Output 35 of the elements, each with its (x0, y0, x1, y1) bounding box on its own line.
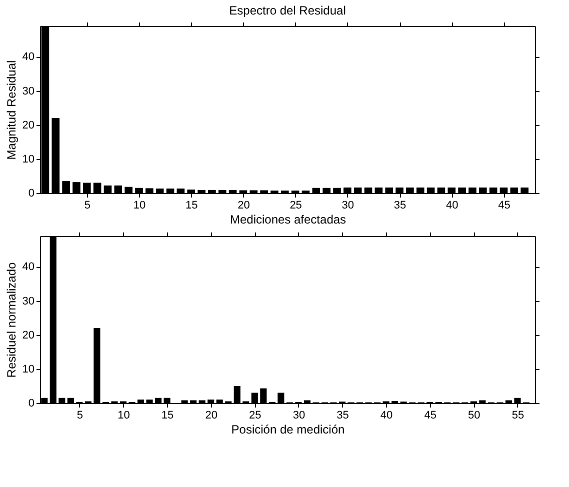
x-tick-label: 35 (394, 200, 406, 212)
x-tick-label: 30 (342, 200, 354, 212)
y-tick-label: 30 (22, 85, 34, 98)
x-tick-label: 40 (380, 410, 393, 422)
y-axis-title: Magnitud Residual (4, 60, 18, 160)
x-axis-title: Mediciones afectadas (230, 212, 346, 226)
x-axis-title: Posición de medición (231, 422, 345, 436)
x-tick-label: 45 (498, 200, 510, 212)
x-tick-label: 5 (84, 200, 90, 212)
x-tick-label: 15 (161, 410, 174, 422)
x-tick-label: 15 (185, 200, 198, 212)
x-tick-label: 30 (292, 410, 306, 422)
x-tick-label: 20 (205, 410, 218, 422)
y-tick-label: 20 (22, 329, 34, 342)
y-tick-label: 40 (22, 51, 34, 64)
x-tick-label: 45 (424, 410, 436, 422)
y-tick-label: 0 (28, 188, 34, 200)
y-tick-label: 10 (22, 363, 34, 376)
x-tick-label: 10 (133, 200, 146, 212)
y-tick-label: 10 (22, 153, 34, 166)
x-tick-label: 25 (290, 200, 302, 212)
x-tick-label: 40 (446, 200, 458, 212)
x-tick-label: 10 (118, 410, 130, 422)
chart-title: Espectro del Residual (229, 4, 346, 18)
y-tick-label: 30 (22, 295, 34, 308)
y-axis-title: Residuel normalizado (4, 262, 18, 378)
y-tick-label: 0 (28, 398, 34, 410)
x-tick-label: 35 (336, 410, 349, 422)
x-tick-label: 25 (249, 410, 262, 422)
x-tick-label: 5 (76, 410, 83, 422)
x-tick-label: 55 (512, 410, 524, 422)
y-tick-label: 40 (22, 261, 34, 274)
x-tick-label: 50 (468, 410, 480, 422)
x-tick-label: 20 (238, 200, 250, 212)
y-tick-label: 20 (22, 119, 34, 132)
